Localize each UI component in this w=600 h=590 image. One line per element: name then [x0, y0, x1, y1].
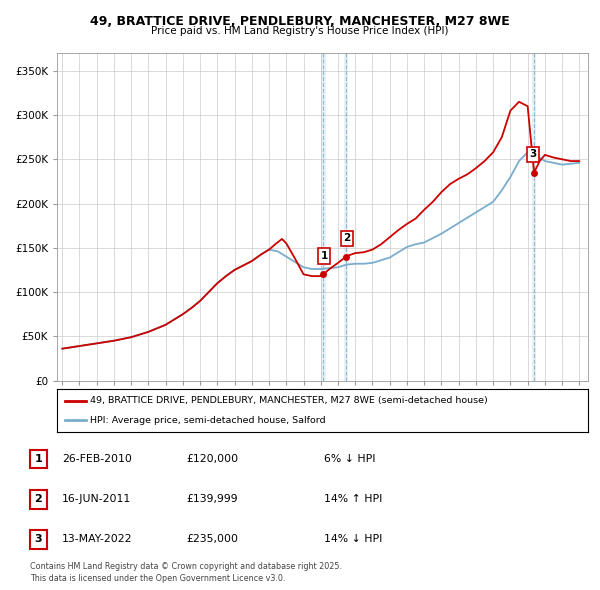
Text: 13-MAY-2022: 13-MAY-2022 [62, 535, 133, 544]
Text: 16-JUN-2011: 16-JUN-2011 [62, 494, 131, 504]
Text: Price paid vs. HM Land Registry's House Price Index (HPI): Price paid vs. HM Land Registry's House … [151, 26, 449, 36]
Text: 1: 1 [320, 251, 328, 261]
Text: 3: 3 [35, 535, 42, 544]
Text: 6% ↓ HPI: 6% ↓ HPI [324, 454, 376, 464]
Bar [532, 53, 536, 381]
Text: £235,000: £235,000 [186, 535, 238, 544]
Text: 49, BRATTICE DRIVE, PENDLEBURY, MANCHESTER, M27 8WE (semi-detached house): 49, BRATTICE DRIVE, PENDLEBURY, MANCHEST… [91, 396, 488, 405]
Bar [321, 53, 326, 381]
Bar [344, 53, 348, 381]
Text: £120,000: £120,000 [186, 454, 238, 464]
Text: 3: 3 [530, 149, 537, 159]
Text: Contains HM Land Registry data © Crown copyright and database right 2025.
This d: Contains HM Land Registry data © Crown c… [30, 562, 342, 583]
Text: 1: 1 [35, 454, 42, 464]
Text: £139,999: £139,999 [186, 494, 238, 504]
Text: 14% ↓ HPI: 14% ↓ HPI [324, 535, 382, 544]
Text: 49, BRATTICE DRIVE, PENDLEBURY, MANCHESTER, M27 8WE: 49, BRATTICE DRIVE, PENDLEBURY, MANCHEST… [90, 15, 510, 28]
Text: 26-FEB-2010: 26-FEB-2010 [62, 454, 131, 464]
Text: HPI: Average price, semi-detached house, Salford: HPI: Average price, semi-detached house,… [91, 416, 326, 425]
Text: 2: 2 [343, 234, 350, 244]
Text: 14% ↑ HPI: 14% ↑ HPI [324, 494, 382, 504]
Text: 2: 2 [35, 494, 42, 504]
